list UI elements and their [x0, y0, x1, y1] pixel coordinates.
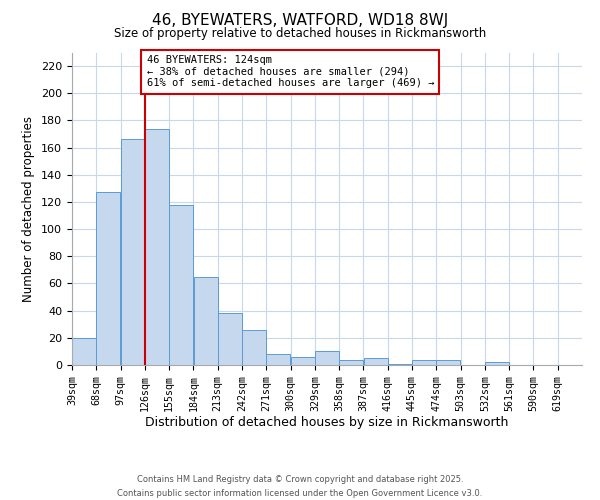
Text: 46, BYEWATERS, WATFORD, WD18 8WJ: 46, BYEWATERS, WATFORD, WD18 8WJ [152, 12, 448, 28]
Bar [169, 204, 193, 365]
Bar [436, 360, 460, 365]
Text: Contains HM Land Registry data © Crown copyright and database right 2025.
Contai: Contains HM Land Registry data © Crown c… [118, 476, 482, 498]
Bar [388, 364, 412, 365]
Bar [242, 330, 266, 365]
Bar [485, 362, 509, 365]
Bar [218, 314, 242, 365]
Bar [194, 276, 218, 365]
X-axis label: Distribution of detached houses by size in Rickmansworth: Distribution of detached houses by size … [145, 416, 509, 430]
Bar [412, 360, 436, 365]
Bar [340, 360, 363, 365]
Text: 46 BYEWATERS: 124sqm
← 38% of detached houses are smaller (294)
61% of semi-deta: 46 BYEWATERS: 124sqm ← 38% of detached h… [146, 55, 434, 88]
Bar [145, 128, 169, 365]
Text: Size of property relative to detached houses in Rickmansworth: Size of property relative to detached ho… [114, 28, 486, 40]
Bar [266, 354, 290, 365]
Bar [315, 352, 339, 365]
Bar [291, 357, 314, 365]
Bar [364, 358, 388, 365]
Bar [97, 192, 121, 365]
Bar [72, 338, 96, 365]
Y-axis label: Number of detached properties: Number of detached properties [22, 116, 35, 302]
Bar [121, 140, 145, 365]
